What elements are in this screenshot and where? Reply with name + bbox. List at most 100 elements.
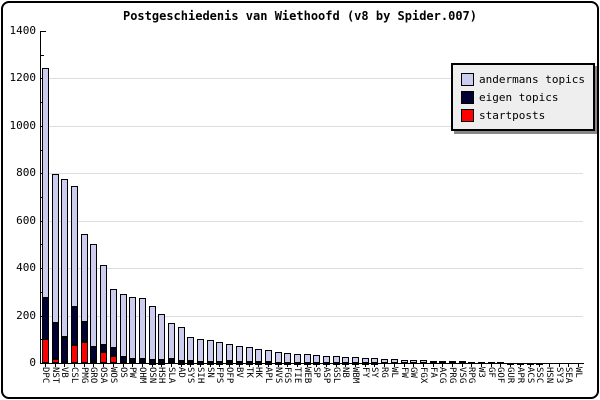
x-axis-tick [578,364,579,367]
x-tick-label: ASP [321,367,331,384]
x-axis-tick [452,364,453,367]
bar-segment-andermans-topics [449,361,456,363]
bar-segment-andermans-topics [313,355,320,363]
bar-segment-andermans-topics [129,297,136,359]
x-tick-label: WOS [108,367,118,384]
bar-segment-andermans-topics [265,350,272,362]
x-tick-label: WL [389,367,399,378]
bar-segment-eigen-topics [90,347,97,361]
bar-segment-andermans-topics [61,179,68,337]
bar-segment-eigen-topics [129,359,136,362]
bar-segment-andermans-topics [158,314,165,360]
x-axis-tick [520,364,521,367]
x-axis-tick [471,364,472,367]
x-axis-tick [171,364,172,367]
bar-segment-andermans-topics [410,360,417,363]
bar-segment-andermans-topics [168,323,175,359]
x-axis-tick [278,364,279,367]
x-axis-tick [365,364,366,367]
x-axis-tick [74,364,75,367]
x-tick-label: SP [311,367,321,378]
x-tick-label: FPS [214,367,224,384]
bar-segment-andermans-topics [226,344,233,361]
bar-segment-andermans-topics [90,244,97,347]
x-axis-tick [394,364,395,367]
x-axis-tick [326,364,327,367]
bar-segment-andermans-topics [246,347,253,362]
x-axis-tick [200,364,201,367]
bar-segment-andermans-topics [71,186,78,307]
x-tick-label: RG [379,367,389,378]
bar-segment-andermans-topics [304,354,311,363]
x-tick-label: PW [127,367,137,378]
x-tick-label: HSH [156,367,166,384]
x-axis-tick [500,364,501,367]
bar-segment-startposts [81,342,88,363]
bar-segment-startposts [100,352,107,363]
x-axis-tick [491,364,492,367]
x-axis-tick [161,364,162,367]
bar-segment-andermans-topics [323,356,330,363]
x-axis-tick [103,364,104,367]
x-axis-tick [568,364,569,367]
x-axis-tick [355,364,356,367]
bar-segment-eigen-topics [139,359,146,362]
grid-line [40,221,583,222]
x-axis-tick [84,364,85,367]
x-axis-tick [345,364,346,367]
x-axis-tick [316,364,317,367]
x-axis-tick [123,364,124,367]
bar-segment-andermans-topics [216,342,223,362]
bar-segment-andermans-topics [459,361,466,363]
x-axis-tick [229,364,230,367]
legend-swatch-andermans-topics [461,72,474,86]
x-tick-label: DPC [40,367,50,384]
x-axis-tick [336,364,337,367]
x-tick-label: SYS [185,367,195,384]
bar-segment-andermans-topics [352,357,359,363]
bar-segment-eigen-topics [226,361,233,363]
x-axis-tick [374,364,375,367]
legend-item-andermans: andermans topics [461,70,585,88]
bar-segment-andermans-topics [120,294,127,357]
bar-segment-andermans-topics [42,68,49,298]
y-tick-label: 1400 [9,24,37,37]
x-axis-tick [113,364,114,367]
x-tick-label: FGS [282,367,292,384]
bar-segment-andermans-topics [342,357,349,363]
x-tick-label: WBM [350,367,360,384]
bar-segment-andermans-topics [362,358,369,363]
y-tick-label: 1200 [9,71,37,84]
bar-segment-eigen-topics [187,361,194,363]
bar-segment-andermans-topics [333,356,340,363]
x-tick-label: GOF [495,367,505,384]
legend-swatch-startposts [461,108,474,122]
y-tick-label: 1000 [9,119,37,132]
legend-item-eigen: eigen topics [461,88,585,106]
bar-segment-andermans-topics [52,174,59,323]
x-axis-tick [210,364,211,367]
x-tick-label: NB [340,367,350,378]
x-axis-tick [45,364,46,367]
x-axis-tick [549,364,550,367]
bar-segment-andermans-topics [439,361,446,363]
x-axis-line [40,363,584,364]
bar-segment-andermans-topics [139,298,146,359]
bar-segment-andermans-topics [401,360,408,363]
x-tick-label: PRG [447,367,457,384]
bar-segment-eigen-topics [42,298,49,339]
x-axis-tick [413,364,414,367]
bar-segment-eigen-topics [71,307,78,345]
bar-segment-andermans-topics [371,358,378,363]
legend: andermans topics eigen topics startposts [451,63,595,131]
x-tick-label: VB [59,367,69,378]
grid-line [40,316,583,317]
x-axis-tick [287,364,288,367]
x-tick-label: SIH [195,367,205,384]
x-axis-tick [55,364,56,367]
bar-segment-andermans-topics [391,359,398,363]
bar-segment-eigen-topics [52,323,59,359]
bar-segment-eigen-topics [81,322,88,342]
bar-segment-eigen-topics [100,345,107,352]
bar-segment-andermans-topics [207,340,214,362]
